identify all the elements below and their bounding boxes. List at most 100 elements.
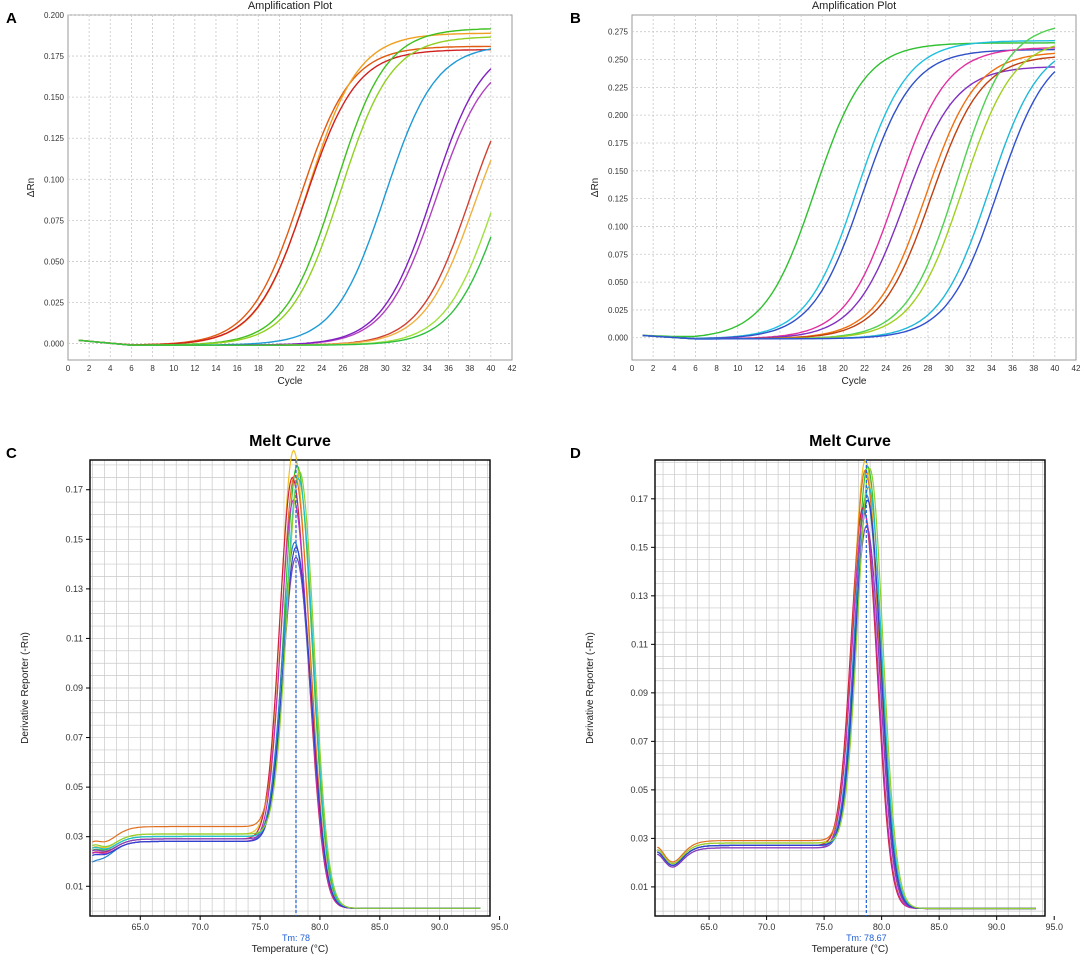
x-tick-label: 6 [129,364,134,373]
y-tick-label: 0.025 [44,299,65,308]
x-tick-label: 36 [444,364,453,373]
x-tick-label: 2 [651,364,656,373]
x-tick-label: 0 [66,364,71,373]
panel-letter-b: B [570,10,581,27]
amplification-curve-11 [642,71,1056,340]
y-tick-label: 0.11 [66,633,83,643]
y-tick-label: 0.11 [631,639,648,649]
tm-label: Tm: 78 [282,933,310,943]
amplification-curve-12 [78,236,492,346]
y-tick-label: 0.17 [630,494,648,504]
chart-title: Melt Curve [809,433,891,450]
x-tick-label: 40 [1050,364,1059,373]
x-tick-label: 38 [465,364,474,373]
x-tick-label: 28 [924,364,933,373]
x-tick-label: 80.0 [311,922,329,932]
y-tick-label: 0.17 [65,485,83,495]
x-tick-label: 16 [797,364,806,373]
x-tick-label: 34 [987,364,996,373]
x-tick-label: 90.0 [988,922,1006,932]
x-tick-label: 8 [150,364,155,373]
panel-letter-c: C [6,445,17,462]
x-tick-label: 30 [381,364,390,373]
y-tick-label: 0.13 [630,591,648,601]
x-axis-label: Cycle [277,376,302,387]
y-tick-label: 0.075 [44,216,65,225]
x-tick-label: 85.0 [930,922,948,932]
x-tick-label: 20 [275,364,284,373]
x-tick-label: 12 [754,364,763,373]
x-tick-label: 65.0 [132,922,150,932]
x-tick-label: 85.0 [371,922,389,932]
melt-curve-10 [92,470,481,909]
y-tick-label: 0.125 [608,195,629,204]
y-tick-label: 0.050 [44,257,65,266]
x-tick-label: 14 [212,364,221,373]
x-tick-label: 18 [254,364,263,373]
chart-title: Amplification Plot [812,0,896,12]
x-tick-label: 22 [296,364,305,373]
x-tick-label: 90.0 [431,922,449,932]
y-tick-label: 0.09 [630,688,648,698]
x-tick-label: 24 [881,364,890,373]
x-tick-label: 65.0 [700,922,718,932]
y-tick-label: 0.01 [65,881,83,891]
panel-letter-d: D [570,445,581,462]
amplification-plot-b: 0 2 4 6 8 10 12 14 16 18 20 22 24 26 28 30 32 34 36 38 40 420… [590,0,1081,387]
melt-curve-10 [657,467,1036,910]
y-tick-label: 0.050 [608,278,629,287]
x-tick-label: 18 [818,364,827,373]
x-tick-label: 0 [630,364,635,373]
x-tick-label: 10 [733,364,742,373]
y-tick-label: 0.15 [630,542,648,552]
x-tick-label: 26 [902,364,911,373]
x-tick-label: 8 [714,364,719,373]
x-tick-label: 38 [1029,364,1038,373]
x-tick-label: 12 [190,364,199,373]
y-tick-label: 0.13 [65,584,83,594]
x-axis-label: Cycle [841,376,866,387]
plot-border [654,459,1046,917]
x-axis-label: Temperature (°C) [812,944,889,955]
amplification-plot-a: 0 2 4 6 8 10 12 14 16 18 20 22 24 26 28 30 32 34 36 38 40 420… [26,0,517,387]
y-tick-label: 0.03 [65,832,83,842]
y-tick-label: 0.175 [608,139,629,148]
x-tick-label: 24 [317,364,326,373]
chart-title: Melt Curve [249,433,331,450]
y-tick-label: 0.225 [608,83,629,92]
y-tick-label: 0.07 [65,733,83,743]
x-tick-label: 80.0 [873,922,891,932]
y-tick-label: 0.100 [608,222,629,231]
y-tick-label: 0.15 [65,534,83,544]
y-tick-label: 0.200 [608,111,629,120]
x-tick-label: 22 [860,364,869,373]
y-tick-label: 0.175 [44,52,65,61]
x-tick-label: 95.0 [1045,922,1063,932]
x-tick-label: 6 [693,364,698,373]
x-tick-label: 32 [966,364,975,373]
x-tick-label: 30 [945,364,954,373]
y-tick-label: 0.09 [65,683,83,693]
y-tick-label: 0.05 [65,782,83,792]
y-tick-label: 0.100 [44,175,65,184]
x-tick-label: 10 [169,364,178,373]
x-tick-label: 20 [839,364,848,373]
y-tick-label: 0.200 [44,11,65,20]
x-axis-label: Temperature (°C) [252,944,329,955]
y-tick-label: 0.075 [608,250,629,259]
y-tick-label: 0.000 [608,334,629,343]
x-tick-label: 26 [338,364,347,373]
x-tick-label: 32 [402,364,411,373]
x-tick-label: 28 [360,364,369,373]
x-tick-label: 4 [672,364,677,373]
x-tick-label: 16 [233,364,242,373]
y-tick-label: 0.150 [44,93,65,102]
y-tick-label: 0.000 [44,340,65,349]
melt-curve-d: Melt Curve 65.0 70.0 75.0 80.0 85.0 90.0 95.0 0.… [585,433,1063,955]
y-tick-label: 0.150 [608,167,629,176]
x-tick-label: 70.0 [758,922,776,932]
x-tick-label: 2 [87,364,92,373]
y-axis-label: Derivative Reporter (-Rn) [20,632,31,744]
y-tick-label: 0.025 [608,306,629,315]
